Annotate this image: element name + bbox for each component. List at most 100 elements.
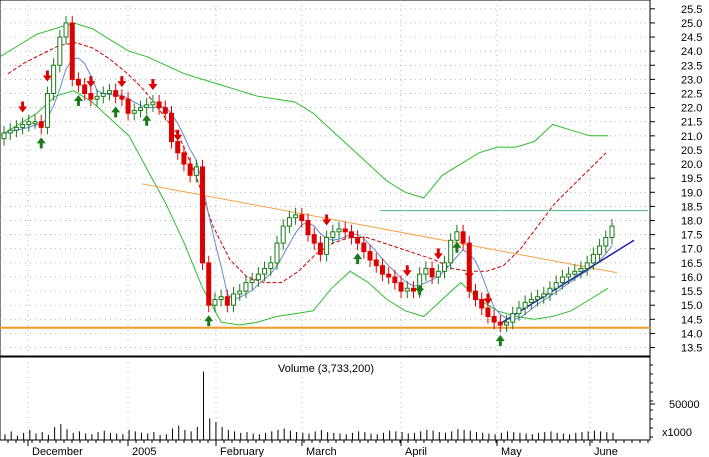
- indicator-lines: [0, 22, 650, 329]
- candle-body: [169, 112, 175, 142]
- candle-body: [7, 129, 13, 134]
- candle-body: [144, 104, 150, 109]
- candle-body: [435, 270, 441, 278]
- candle-body: [237, 290, 243, 295]
- sell-arrow-icon: [86, 76, 96, 88]
- candle-body: [361, 242, 367, 253]
- volume-title: Volume (3,733,200): [278, 363, 374, 375]
- sell-arrow-icon: [402, 265, 412, 277]
- candle-body: [367, 251, 373, 261]
- candle-body: [125, 98, 131, 114]
- sell-arrow-icon: [483, 293, 493, 305]
- buy-arrow-icon: [36, 137, 46, 149]
- candle-body: [231, 293, 237, 306]
- candle-body: [541, 293, 547, 298]
- candle-body: [187, 163, 193, 176]
- price-tick-label: 18.5: [681, 201, 702, 213]
- candle-body: [311, 234, 317, 244]
- price-tick-label: 15.0: [681, 300, 702, 312]
- candle-body: [137, 107, 143, 111]
- candle-body: [522, 301, 528, 309]
- candle-body: [590, 253, 596, 264]
- candle-body: [572, 270, 578, 275]
- candle-body: [156, 101, 162, 109]
- price-tick-label: 22.5: [681, 89, 702, 101]
- candle-body: [473, 290, 479, 301]
- candle-body: [355, 236, 361, 244]
- candle-body: [547, 287, 553, 295]
- candle-body: [26, 121, 32, 126]
- candle-body: [243, 282, 249, 292]
- sell-arrow-icon: [322, 214, 332, 226]
- candle-body: [497, 321, 503, 326]
- candle-body: [255, 273, 261, 281]
- price-tick-label: 13.5: [681, 343, 702, 355]
- candle-body: [280, 225, 286, 244]
- candle-body: [466, 242, 472, 292]
- volume-panel-frame: [0, 356, 651, 441]
- candle-body: [330, 231, 336, 238]
- candle-body: [1, 132, 7, 140]
- candle-body: [88, 93, 94, 100]
- candle-body: [553, 282, 559, 289]
- candle-body: [113, 90, 119, 97]
- candle-body: [305, 220, 311, 236]
- buy-arrow-icon: [415, 284, 425, 296]
- sell-arrow-icon: [18, 101, 28, 113]
- candle-body: [379, 265, 385, 275]
- moving-average-line: [7, 42, 607, 284]
- candle-body: [75, 78, 81, 86]
- bollinger-lower-line: [0, 90, 609, 326]
- buy-arrow-icon: [204, 315, 214, 327]
- price-tick-label: 20.0: [681, 159, 702, 171]
- candle-body: [535, 296, 541, 301]
- candle-body: [119, 95, 125, 100]
- signal-arrows: [18, 70, 505, 346]
- candle-body: [441, 262, 447, 272]
- candle-body: [286, 217, 292, 227]
- candle-body: [404, 287, 410, 292]
- sell-arrow-icon: [148, 78, 158, 90]
- candle-body: [410, 287, 416, 292]
- x-tick-label: June: [594, 446, 618, 457]
- candle-body: [13, 126, 19, 131]
- candle-body: [516, 307, 522, 315]
- sell-arrow-icon: [117, 76, 127, 88]
- candle-body: [373, 259, 379, 267]
- candle-body: [57, 36, 63, 66]
- candle-body: [44, 93, 50, 128]
- candle-body: [20, 124, 26, 128]
- candle-body: [162, 107, 168, 114]
- buy-arrow-icon: [353, 253, 363, 265]
- price-tick-label: 23.0: [681, 74, 702, 86]
- price-tick-label: 20.5: [681, 145, 702, 157]
- x-tick-label: February: [220, 446, 265, 457]
- candle-body: [578, 268, 584, 272]
- candle-body: [63, 22, 69, 38]
- candle-body: [224, 296, 230, 306]
- candle-body: [566, 273, 572, 278]
- candle-body: [193, 166, 199, 176]
- price-tick-label: 19.0: [681, 187, 702, 199]
- price-tick-label: 22.0: [681, 103, 702, 115]
- candle-body: [324, 236, 330, 255]
- candle-body: [274, 242, 280, 264]
- candle-body: [181, 152, 187, 165]
- candle-body: [398, 282, 404, 292]
- candle-body: [584, 262, 590, 269]
- candle-body: [206, 262, 212, 306]
- candle-body: [448, 239, 454, 264]
- candle-body: [342, 228, 348, 233]
- candle-body: [51, 64, 57, 94]
- price-tick-label: 24.5: [681, 32, 702, 44]
- price-tick-label: 18.0: [681, 216, 702, 228]
- buy-arrow-icon: [495, 334, 505, 346]
- x-tick-label: May: [501, 446, 522, 457]
- x-tick-label: April: [405, 446, 427, 457]
- falling-trendline: [141, 183, 618, 274]
- sell-arrow-icon: [173, 129, 183, 141]
- candle-body: [32, 121, 38, 125]
- volume-tick-label: 50000: [669, 399, 700, 411]
- x-tick-label: March: [306, 446, 337, 457]
